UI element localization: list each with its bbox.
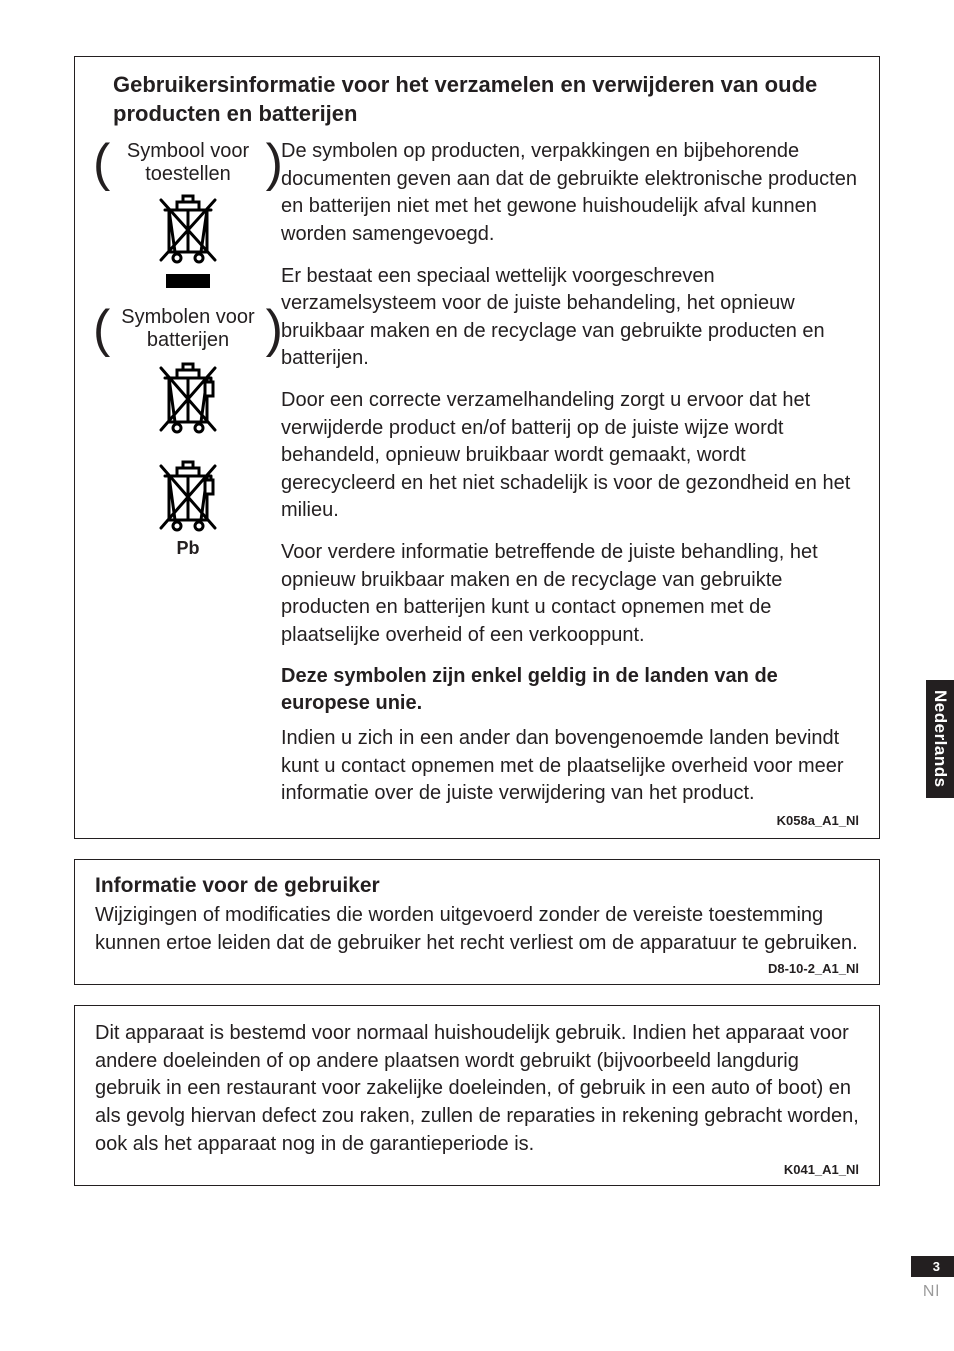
section1-content: Symbool voor toestellen [99, 138, 859, 830]
weee-bin-device-icon [153, 192, 223, 288]
section1-p5: Indien u zich in een ander dan bovengeno… [281, 725, 859, 808]
language-side-tab: Nederlands [926, 680, 954, 798]
section1-p2: Er bestaat een speciaal wettelijk voorge… [281, 263, 859, 373]
section1-p3: Door een correcte verzamelhandeling zorg… [281, 387, 859, 525]
section1-subheading: Deze symbolen zijn enkel geldig in de la… [281, 663, 859, 717]
disposal-info-box: Gebruikersinformatie voor het verzamelen… [74, 56, 880, 839]
pb-label: Pb [153, 538, 223, 559]
section3-code: K041_A1_Nl [95, 1162, 859, 1177]
section3-body: Dit apparaat is bestemd voor normaal hui… [95, 1020, 859, 1158]
section1-text: De symbolen op producten, verpakkingen e… [277, 138, 859, 830]
devices-symbol-label: Symbool voor toestellen [99, 140, 277, 186]
batteries-symbol-label-text: Symbolen voor batterijen [107, 306, 269, 352]
page-language-code: Nl [923, 1283, 954, 1300]
weee-bin-battery-icon-pb: Pb [153, 456, 223, 559]
section2-code: D8-10-2_A1_Nl [95, 961, 859, 976]
section1-heading: Gebruikersinformatie voor het verzamelen… [99, 71, 859, 128]
section2-heading: Informatie voor de gebruiker [95, 874, 859, 898]
user-info-box: Informatie voor de gebruiker Wijzigingen… [74, 859, 880, 985]
batteries-symbol-label: Symbolen voor batterijen [99, 306, 277, 352]
weee-bar-icon [166, 274, 210, 288]
symbol-column: Symbool voor toestellen [99, 138, 277, 830]
devices-symbol-label-text: Symbool voor toestellen [107, 140, 269, 186]
section2-body: Wijzigingen of modificaties die worden u… [95, 902, 859, 957]
page-footer: 3 Nl [911, 1256, 954, 1301]
page-number-badge: 3 [911, 1256, 954, 1277]
household-use-box: Dit apparaat is bestemd voor normaal hui… [74, 1005, 880, 1186]
section1-code: K058a_A1_Nl [281, 812, 859, 830]
section1-p1: De symbolen op producten, verpakkingen e… [281, 138, 859, 248]
weee-bin-battery-icon-1 [153, 358, 223, 438]
section1-p4: Voor verdere informatie betreffende de j… [281, 539, 859, 649]
